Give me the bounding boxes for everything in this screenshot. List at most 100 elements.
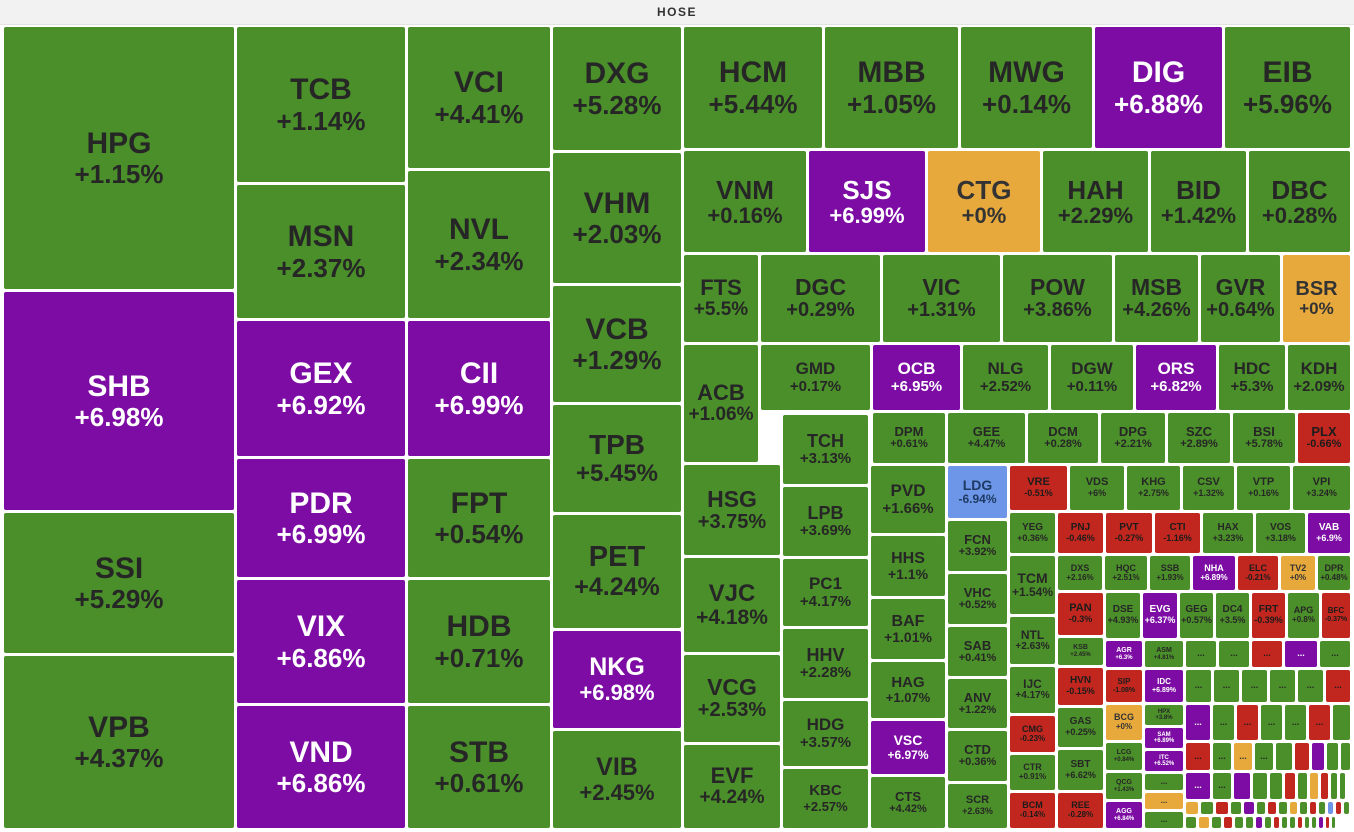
tile-SJS[interactable]: SJS +6.99% (809, 151, 925, 252)
mini-tile[interactable]: ... (1145, 812, 1183, 828)
tile-BSI[interactable]: BSI +5.78% (1233, 413, 1295, 463)
tile-CSV[interactable]: CSV +1.32% (1183, 466, 1234, 510)
tile-CII[interactable]: CII +6.99% (408, 321, 550, 456)
tile-AGG[interactable]: AGG +6.84% (1106, 802, 1142, 828)
tile-SCR[interactable]: SCR +2.63% (948, 784, 1007, 828)
tile-FPT[interactable]: FPT +0.54% (408, 459, 550, 577)
tile-FTS[interactable]: FTS +5.5% (684, 255, 758, 342)
tile-TCB[interactable]: TCB +1.14% (237, 27, 405, 182)
tile-SHB[interactable]: SHB +6.98% (4, 292, 234, 510)
mini-tile[interactable]: ... (1242, 670, 1267, 702)
mini-tile[interactable] (1298, 773, 1307, 799)
tile-DPM[interactable]: DPM +0.61% (873, 413, 945, 463)
mini-tile[interactable]: ... (1213, 705, 1234, 740)
tile-VRE[interactable]: VRE -0.51% (1010, 466, 1067, 510)
tile-PET[interactable]: PET +4.24% (553, 515, 681, 628)
tile-HPX[interactable]: HPX +3.8% (1145, 705, 1183, 725)
tile-VHM[interactable]: VHM +2.03% (553, 153, 681, 283)
mini-tile[interactable]: ... (1219, 641, 1249, 667)
tile-KSB[interactable]: KSB +2.45% (1058, 638, 1103, 665)
tile-NVL[interactable]: NVL +2.34% (408, 171, 550, 318)
tile-VTP[interactable]: VTP +0.16% (1237, 466, 1290, 510)
mini-tile[interactable] (1340, 773, 1345, 799)
tile-KBC[interactable]: KBC +2.57% (783, 769, 868, 828)
mini-tile[interactable]: ... (1255, 743, 1273, 770)
mini-tile[interactable]: ... (1252, 641, 1282, 667)
tile-QCG[interactable]: QCG +1.43% (1106, 773, 1142, 799)
mini-tile[interactable] (1274, 817, 1279, 828)
tile-VCB[interactable]: VCB +1.29% (553, 286, 681, 402)
tile-VIX[interactable]: VIX +6.86% (237, 580, 405, 703)
mini-tile[interactable]: ... (1285, 705, 1306, 740)
tile-IJC[interactable]: IJC +4.17% (1010, 667, 1055, 713)
tile-GEX[interactable]: GEX +6.92% (237, 321, 405, 456)
tile-VJC[interactable]: VJC +4.18% (684, 558, 780, 652)
tile-LDG[interactable]: LDG -6.94% (948, 466, 1007, 518)
tile-SSB[interactable]: SSB +1.93% (1150, 556, 1190, 590)
tile-VCI[interactable]: VCI +4.41% (408, 27, 550, 168)
tile-VAB[interactable]: VAB +6.9% (1308, 513, 1350, 553)
tile-PVD[interactable]: PVD +1.66% (871, 466, 945, 533)
tile-VDS[interactable]: VDS +6% (1070, 466, 1124, 510)
tile-TV2[interactable]: TV2 +0% (1281, 556, 1315, 590)
mini-tile[interactable] (1201, 802, 1213, 814)
tile-CTR[interactable]: CTR +0.91% (1010, 755, 1055, 790)
tile-NLG[interactable]: NLG +2.52% (963, 345, 1048, 410)
tile-VHC[interactable]: VHC +0.52% (948, 574, 1007, 624)
tile-REE[interactable]: REE -0.28% (1058, 793, 1103, 828)
tile-HDC[interactable]: HDC +5.3% (1219, 345, 1285, 410)
tile-HAG[interactable]: HAG +1.07% (871, 662, 945, 718)
mini-tile[interactable] (1224, 817, 1232, 828)
tile-HDG[interactable]: HDG +3.57% (783, 701, 868, 766)
tile-HVN[interactable]: HVN -0.15% (1058, 668, 1103, 705)
tile-CTD[interactable]: CTD +0.36% (948, 731, 1007, 781)
tile-GEE[interactable]: GEE +4.47% (948, 413, 1025, 463)
mini-tile[interactable] (1186, 802, 1198, 814)
mini-tile[interactable] (1326, 817, 1329, 828)
tile-YEG[interactable]: YEG +0.36% (1010, 513, 1055, 553)
tile-ANV[interactable]: ANV +1.22% (948, 679, 1007, 728)
tile-MBB[interactable]: MBB +1.05% (825, 27, 958, 148)
mini-tile[interactable]: ... (1186, 773, 1210, 799)
tile-SIP[interactable]: SIP -1.08% (1106, 670, 1142, 702)
mini-tile[interactable]: ... (1320, 641, 1350, 667)
mini-tile[interactable]: ... (1234, 743, 1252, 770)
tile-SBT[interactable]: SBT +6.62% (1058, 750, 1103, 790)
tile-NTL[interactable]: NTL +2.63% (1010, 617, 1055, 664)
tile-BFC[interactable]: BFC -0.37% (1322, 593, 1350, 638)
tile-DPG[interactable]: DPG +2.21% (1101, 413, 1165, 463)
tile-SZC[interactable]: SZC +2.89% (1168, 413, 1230, 463)
tile-GAS[interactable]: GAS +0.25% (1058, 708, 1103, 747)
mini-tile[interactable] (1312, 817, 1316, 828)
tile-VIB[interactable]: VIB +2.45% (553, 731, 681, 828)
mini-tile[interactable] (1234, 773, 1250, 799)
tile-VIC[interactable]: VIC +1.31% (883, 255, 1000, 342)
tile-ACB[interactable]: ACB +1.06% (684, 345, 758, 462)
mini-tile[interactable] (1290, 817, 1295, 828)
tile-CTG[interactable]: CTG +0% (928, 151, 1040, 252)
tile-EIB[interactable]: EIB +5.96% (1225, 27, 1350, 148)
mini-tile[interactable] (1344, 802, 1349, 814)
mini-tile[interactable] (1333, 705, 1350, 740)
tile-ELC[interactable]: ELC -0.21% (1238, 556, 1278, 590)
mini-tile[interactable] (1310, 773, 1318, 799)
tile-DCM[interactable]: DCM +0.28% (1028, 413, 1098, 463)
mini-tile[interactable]: ... (1237, 705, 1258, 740)
tile-STB[interactable]: STB +0.61% (408, 706, 550, 828)
tile-HDB[interactable]: HDB +0.71% (408, 580, 550, 703)
tile-HPG[interactable]: HPG +1.15% (4, 27, 234, 289)
tile-KDH[interactable]: KDH +2.09% (1288, 345, 1350, 410)
mini-tile[interactable] (1256, 817, 1262, 828)
tile-VPB[interactable]: VPB +4.37% (4, 656, 234, 828)
mini-tile[interactable] (1341, 743, 1350, 770)
mini-tile[interactable] (1257, 802, 1265, 814)
tile-MSB[interactable]: MSB +4.26% (1115, 255, 1198, 342)
tile-DXS[interactable]: DXS +2.16% (1058, 556, 1102, 590)
mini-tile[interactable]: ... (1186, 705, 1210, 740)
tile-VOS[interactable]: VOS +3.18% (1256, 513, 1305, 553)
tile-VND[interactable]: VND +6.86% (237, 706, 405, 828)
mini-tile[interactable] (1336, 802, 1341, 814)
mini-tile[interactable]: ... (1145, 793, 1183, 809)
tile-APG[interactable]: APG +0.8% (1288, 593, 1319, 638)
mini-tile[interactable]: ... (1214, 670, 1239, 702)
